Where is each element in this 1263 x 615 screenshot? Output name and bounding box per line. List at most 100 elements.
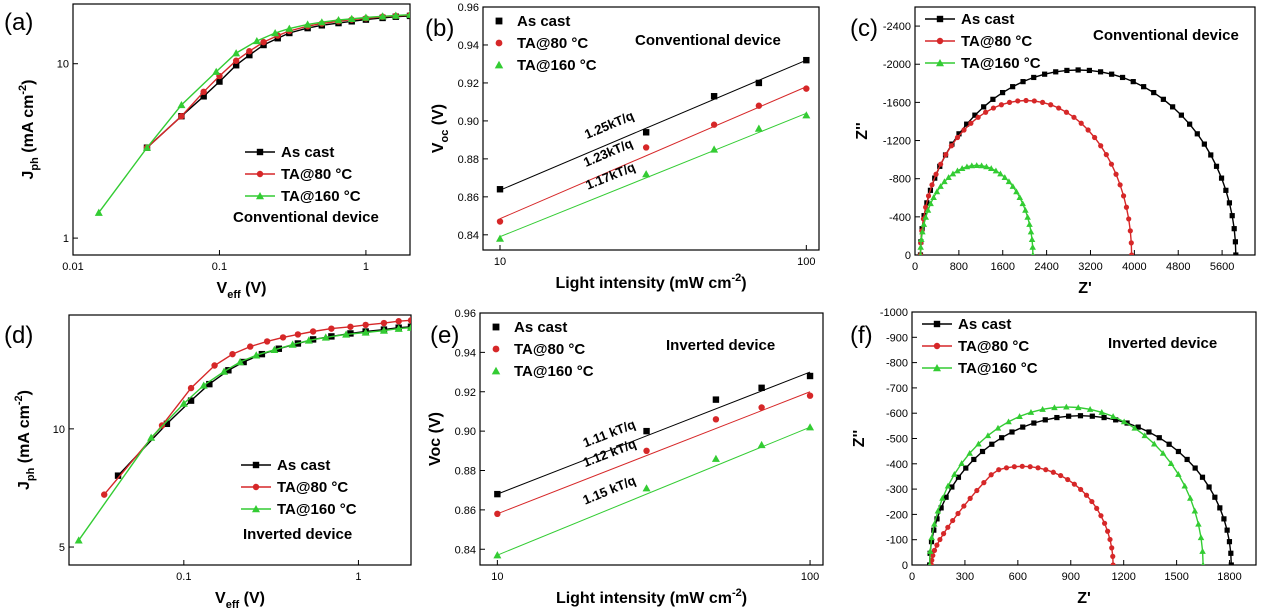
panel-c: (c) 0 800 1600 2400 3200 4000 4800 5600 0 -400 -800… [850, 6, 1256, 297]
plot-frame [68, 314, 412, 566]
y-tick-label: -300 [886, 484, 908, 496]
data-point [1001, 174, 1009, 180]
x-axis-label: Z' [1078, 280, 1092, 297]
data-point [229, 350, 236, 358]
data-point [246, 47, 253, 55]
data-point [1098, 143, 1104, 149]
legend-marker [495, 17, 503, 25]
legend-label: As cast [281, 144, 334, 161]
y-tick-label: 0.88 [455, 466, 476, 478]
data-point [963, 163, 971, 170]
data-point [1023, 97, 1029, 104]
legend-marker [933, 342, 941, 350]
data-point [288, 340, 297, 348]
data-point [755, 79, 763, 87]
fit-line [497, 391, 811, 515]
data-point [247, 343, 254, 350]
data-point [1206, 484, 1212, 490]
y-axis-label-sup: -2 [17, 85, 29, 95]
legend-entry: As cast [922, 316, 1011, 333]
data-point [755, 102, 763, 109]
y-axis-label-main: V [430, 142, 447, 153]
series-2 [143, 11, 410, 151]
legend: As cast TA@80 °C TA@160 °C [241, 457, 357, 518]
data-point [1048, 102, 1054, 108]
data-layer [94, 10, 410, 216]
data-point [968, 162, 976, 169]
data-point [934, 542, 940, 548]
y-axis-label-main: Z'' [854, 122, 871, 139]
series-3 [496, 111, 811, 242]
data-point [1226, 200, 1233, 206]
data-point [1146, 429, 1152, 435]
data-point [1110, 562, 1116, 565]
data-point [999, 89, 1006, 96]
data-point [924, 206, 932, 213]
data-point [1039, 406, 1046, 412]
y-tick-label: 0 [905, 250, 911, 262]
data-point [240, 358, 247, 366]
legend-label: TA@160 °C [517, 57, 597, 74]
data-point [981, 480, 987, 486]
data-point [270, 345, 279, 353]
y-tick-label: 10 [57, 59, 69, 71]
data-point [1231, 226, 1237, 232]
data-point [496, 218, 504, 225]
data-point [1022, 206, 1029, 213]
legend-entry: TA@160 °C [925, 55, 1041, 72]
data-point [918, 251, 923, 255]
data-point [1089, 413, 1095, 419]
data-point [285, 24, 294, 32]
data-point [407, 317, 411, 324]
y-axis-label-end: ) [16, 390, 33, 395]
data-point [1109, 413, 1117, 420]
x-tick-label: 1800 [1217, 571, 1241, 583]
data-point [940, 531, 947, 537]
data-point [923, 204, 929, 210]
data-layer [496, 56, 811, 242]
series-line [928, 406, 1204, 565]
data-point [361, 13, 370, 21]
data-point [920, 221, 928, 227]
y-tick-label: 5 [59, 542, 65, 554]
data-point [948, 143, 955, 149]
panel-b: (b) 10 100 0.84 0.86 0.88 0.90 0.92 0.94 0.96 Ligh… [425, 2, 820, 292]
data-point [252, 36, 261, 45]
y-axis-label-main: J [20, 171, 37, 180]
data-point [918, 236, 925, 243]
data-point [984, 432, 992, 439]
legend-label: TA@160 °C [961, 55, 1041, 72]
data-point [1221, 516, 1227, 522]
data-point [933, 171, 939, 177]
x-tick-label: 4000 [1122, 261, 1146, 273]
data-point [964, 121, 970, 127]
data-point [1003, 465, 1010, 471]
legend-label: As cast [517, 13, 570, 30]
data-point [949, 170, 957, 177]
data-point [1015, 98, 1021, 104]
data-point [997, 170, 1004, 177]
data-layer [926, 403, 1234, 565]
data-point [1187, 494, 1194, 501]
series-line [919, 164, 1034, 255]
series-3 [493, 423, 815, 559]
data-point [929, 182, 935, 188]
series-line [919, 69, 1237, 255]
data-point [200, 88, 207, 96]
y-axis-label-end: ) [20, 80, 37, 85]
data-point [1178, 112, 1184, 118]
legend-marker [936, 37, 944, 45]
data-point [1043, 467, 1049, 473]
data-point [407, 323, 411, 331]
data-point [974, 487, 980, 494]
x-tick-label: 3200 [1078, 261, 1102, 273]
data-point [945, 524, 951, 530]
series-3 [917, 162, 1036, 255]
legend-label: TA@80 °C [961, 33, 1032, 50]
data-point [979, 448, 986, 455]
x-tick-label: 1 [355, 571, 361, 583]
data-point [406, 10, 410, 18]
data-point [1160, 96, 1166, 102]
data-point [1228, 562, 1234, 565]
data-point [178, 113, 185, 120]
